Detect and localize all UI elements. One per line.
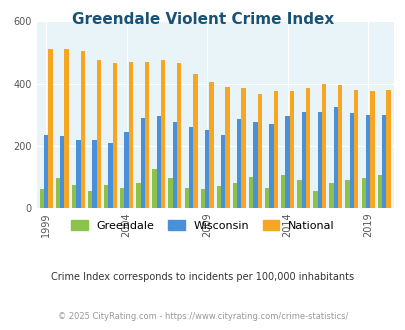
Bar	[48, 50, 53, 208]
Bar	[140, 118, 145, 208]
Bar	[209, 82, 213, 208]
Bar	[361, 179, 365, 208]
Bar	[225, 87, 229, 208]
Bar	[92, 140, 96, 208]
Bar	[289, 91, 293, 208]
Bar	[80, 51, 85, 208]
Bar	[273, 91, 277, 208]
Bar	[333, 107, 337, 208]
Bar	[317, 112, 321, 208]
Bar	[248, 177, 253, 208]
Bar	[237, 119, 241, 208]
Bar	[369, 91, 374, 208]
Bar	[113, 63, 117, 208]
Bar	[321, 83, 326, 208]
Bar	[136, 183, 140, 208]
Bar	[301, 112, 305, 208]
Bar	[168, 179, 173, 208]
Bar	[96, 60, 101, 208]
Bar	[257, 94, 261, 208]
Bar	[120, 188, 124, 208]
Bar	[177, 63, 181, 208]
Text: © 2025 CityRating.com - https://www.cityrating.com/crime-statistics/: © 2025 CityRating.com - https://www.city…	[58, 312, 347, 321]
Bar	[345, 180, 349, 208]
Legend: Greendale, Wisconsin, National: Greendale, Wisconsin, National	[67, 216, 338, 235]
Bar	[337, 85, 341, 208]
Bar	[328, 183, 333, 208]
Bar	[184, 188, 188, 208]
Bar	[305, 88, 309, 208]
Bar	[188, 127, 193, 208]
Bar	[173, 122, 177, 208]
Bar	[60, 136, 64, 208]
Bar	[55, 179, 60, 208]
Bar	[40, 189, 44, 208]
Bar	[285, 116, 289, 208]
Bar	[353, 90, 358, 208]
Bar	[280, 175, 285, 208]
Bar	[264, 188, 269, 208]
Bar	[108, 143, 113, 208]
Text: Greendale Violent Crime Index: Greendale Violent Crime Index	[72, 12, 333, 26]
Bar	[365, 115, 369, 208]
Bar	[216, 186, 220, 208]
Bar	[253, 122, 257, 208]
Text: Crime Index corresponds to incidents per 100,000 inhabitants: Crime Index corresponds to incidents per…	[51, 272, 354, 282]
Bar	[200, 189, 205, 208]
Bar	[76, 140, 80, 208]
Bar	[124, 132, 128, 208]
Bar	[44, 135, 48, 208]
Bar	[145, 62, 149, 208]
Bar	[128, 62, 133, 208]
Bar	[72, 184, 76, 208]
Bar	[152, 169, 156, 208]
Bar	[104, 184, 108, 208]
Bar	[381, 115, 386, 208]
Bar	[386, 90, 390, 208]
Bar	[205, 130, 209, 208]
Bar	[232, 183, 237, 208]
Bar	[88, 191, 92, 208]
Bar	[156, 116, 161, 208]
Bar	[161, 60, 165, 208]
Bar	[296, 180, 301, 208]
Bar	[269, 124, 273, 208]
Bar	[313, 191, 317, 208]
Bar	[377, 175, 381, 208]
Bar	[64, 50, 68, 208]
Bar	[193, 74, 197, 208]
Bar	[241, 88, 245, 208]
Bar	[349, 113, 353, 208]
Bar	[220, 135, 225, 208]
